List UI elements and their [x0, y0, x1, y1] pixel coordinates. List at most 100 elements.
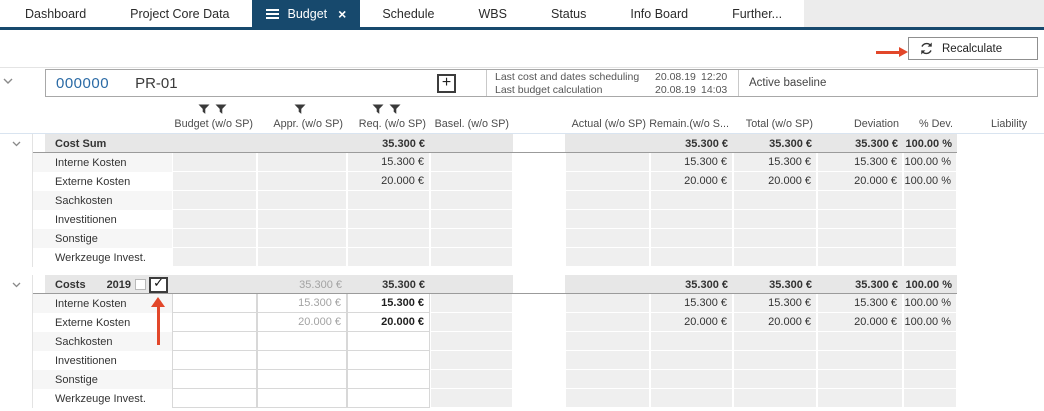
cell-req-input[interactable]: 15.300 €: [347, 294, 430, 313]
cell-basel: [430, 153, 513, 172]
checkmark-icon: ✓: [153, 276, 164, 291]
row-label: Externe Kosten: [55, 175, 131, 188]
cell-req: 35.300 €: [347, 134, 430, 153]
active-baseline-label: Active baseline: [749, 77, 827, 89]
tab-budget[interactable]: Budget ×: [251, 0, 361, 27]
filter-icon[interactable]: [372, 104, 384, 115]
cell-basel: [430, 134, 513, 153]
cell-actual: [565, 172, 650, 191]
row-label: Externe Kosten: [55, 316, 131, 329]
table-row: Sachkosten: [0, 332, 1044, 351]
row-label: Sonstige: [33, 229, 172, 248]
cell-liability: [957, 313, 1040, 332]
cell-appr: 35.300 €: [257, 275, 347, 294]
cell-deviation: 15.300 €: [817, 153, 903, 172]
column-header-pdev: % Dev.: [919, 118, 953, 130]
table-row: Werkzeuge Invest.: [0, 389, 1044, 408]
group-label: Cost Sum: [33, 134, 172, 153]
tab-further[interactable]: Further...: [732, 6, 783, 21]
cell-req-input[interactable]: [347, 351, 430, 370]
cell-budget-input[interactable]: [172, 370, 257, 389]
annotation-arrow-up: [150, 297, 166, 347]
cell-req-input[interactable]: 20.000 €: [347, 313, 430, 332]
row-label: Interne Kosten: [33, 153, 172, 172]
tab-wbs[interactable]: WBS: [478, 6, 507, 21]
tab-budget-label: Budget: [287, 6, 328, 21]
tab-dashboard[interactable]: Dashboard: [25, 6, 87, 21]
tab-status[interactable]: Status: [550, 6, 587, 21]
cell-appr-input[interactable]: [257, 389, 347, 408]
cell-budget: [172, 134, 257, 153]
cell-total: 15.300 €: [733, 153, 817, 172]
cell-appr-input[interactable]: [257, 332, 347, 351]
tab-bar: Dashboard Project Core Data Budget × Sch…: [0, 0, 1044, 30]
table-row: Sonstige: [0, 370, 1044, 389]
column-header-basel: Basel. (w/o SP): [434, 118, 509, 130]
filter-icon[interactable]: [198, 104, 210, 115]
project-info-section: Last cost and dates scheduling 20.08.19 …: [486, 70, 738, 96]
table-row: Investitionen: [0, 351, 1044, 370]
cell-req: 20.000 €: [347, 172, 430, 191]
cell-req-input[interactable]: [347, 370, 430, 389]
filter-icon[interactable]: [215, 104, 227, 115]
cell-basel: [430, 172, 513, 191]
table-row: Sonstige: [0, 229, 1044, 248]
recalculate-label: Recalculate: [942, 42, 1003, 55]
tab-project-core-data[interactable]: Project Core Data: [130, 6, 230, 21]
baseline-section: Active baseline: [738, 70, 1037, 96]
info-label: Last budget calculation: [495, 84, 603, 96]
table-row: Externe Kosten 20.000 € 20.000 € 20.000 …: [0, 313, 1044, 332]
cell-budget-input[interactable]: [172, 332, 257, 351]
cell-liability: [957, 275, 1040, 294]
cell-pdev: 100.00 %: [903, 294, 957, 313]
cell-actual: [565, 313, 650, 332]
cell-remain: 15.300 €: [650, 294, 733, 313]
checkbox-unchecked[interactable]: [135, 279, 147, 290]
filter-icon[interactable]: [389, 104, 401, 115]
recalculate-button[interactable]: Recalculate: [908, 37, 1038, 60]
project-name-section: 000000 PR-01 +: [46, 70, 486, 96]
cell-liability: [957, 153, 1040, 172]
cell-deviation: 35.300 €: [817, 275, 903, 294]
cell-remain: 20.000 €: [650, 172, 733, 191]
cell-deviation: 20.000 €: [817, 313, 903, 332]
cell-budget-input[interactable]: [172, 389, 257, 408]
filter-icon[interactable]: [294, 104, 306, 115]
refresh-icon: [921, 42, 932, 55]
add-button[interactable]: +: [437, 73, 456, 93]
cell-budget-input[interactable]: [172, 294, 257, 313]
close-icon[interactable]: ×: [338, 5, 347, 22]
table-row: Sachkosten: [0, 191, 1044, 210]
project-summary-box: 000000 PR-01 + Last cost and dates sched…: [45, 69, 1038, 97]
cell-req-input[interactable]: [347, 332, 430, 351]
project-code: PR-01: [135, 74, 178, 92]
cell-budget-input[interactable]: [172, 313, 257, 332]
cell-appr-input[interactable]: [257, 351, 347, 370]
checkbox-checked[interactable]: ✓: [149, 276, 169, 293]
cell-budget: [172, 172, 257, 191]
column-header-actual: Actual (w/o SP): [571, 118, 646, 130]
tab-schedule[interactable]: Schedule: [382, 6, 435, 21]
table-row: Externe Kosten 20.000 € 20.000 € 20.000 …: [0, 172, 1044, 191]
cell-appr-input[interactable]: 15.300 €: [257, 294, 347, 313]
cell-budget-input[interactable]: [172, 351, 257, 370]
menu-icon[interactable]: [265, 8, 279, 19]
project-number[interactable]: 000000: [56, 74, 110, 92]
group-label: Costs: [55, 278, 86, 291]
project-collapse-chevron-icon[interactable]: [3, 78, 13, 85]
cell-liability: [957, 172, 1040, 191]
cell-appr-input[interactable]: [257, 370, 347, 389]
cell-total: 35.300 €: [733, 134, 817, 153]
cell-total: 20.000 €: [733, 172, 817, 191]
row-label: Werkzeuge Invest.: [55, 392, 146, 405]
cell-req-input[interactable]: [347, 389, 430, 408]
tab-info-board[interactable]: Info Board: [630, 6, 689, 21]
column-header-req: Req. (w/o SP): [347, 100, 430, 133]
cell-appr: [257, 153, 347, 172]
chevron-down-icon[interactable]: [12, 141, 21, 147]
cell-liability: [957, 134, 1040, 153]
chevron-down-icon[interactable]: [12, 282, 21, 288]
row-label: Investitionen: [55, 354, 117, 367]
cell-appr-input[interactable]: 20.000 €: [257, 313, 347, 332]
